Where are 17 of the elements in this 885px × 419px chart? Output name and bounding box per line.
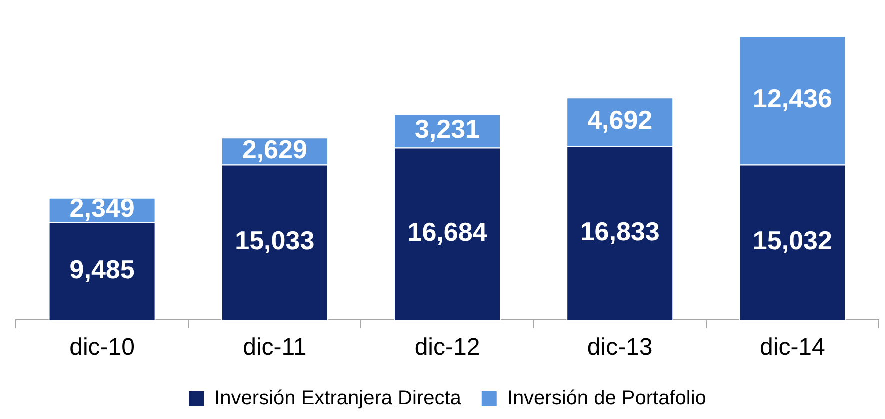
- legend-label: Inversión Extranjera Directa: [214, 388, 462, 410]
- data-label: 2,629: [242, 134, 308, 164]
- data-label: 15,033: [235, 226, 315, 256]
- x-tick-label: dic-13: [587, 334, 653, 362]
- x-tick-label: dic-10: [70, 334, 135, 362]
- data-label: 3,231: [414, 114, 480, 144]
- data-label: 16,684: [408, 217, 488, 248]
- data-label: 12,436: [752, 84, 832, 114]
- x-tick-label: dic-12: [414, 334, 480, 362]
- x-tick-label: dic-11: [243, 334, 307, 362]
- data-label: 2,349: [70, 193, 135, 224]
- x-tick-label: dic-14: [760, 334, 826, 362]
- data-label: 16,833: [580, 216, 660, 246]
- data-label: 15,032: [752, 226, 832, 256]
- data-label: 4,692: [588, 105, 653, 136]
- data-label: 9,485: [70, 254, 135, 284]
- legend-label: Inversión de Portafolio: [507, 388, 706, 410]
